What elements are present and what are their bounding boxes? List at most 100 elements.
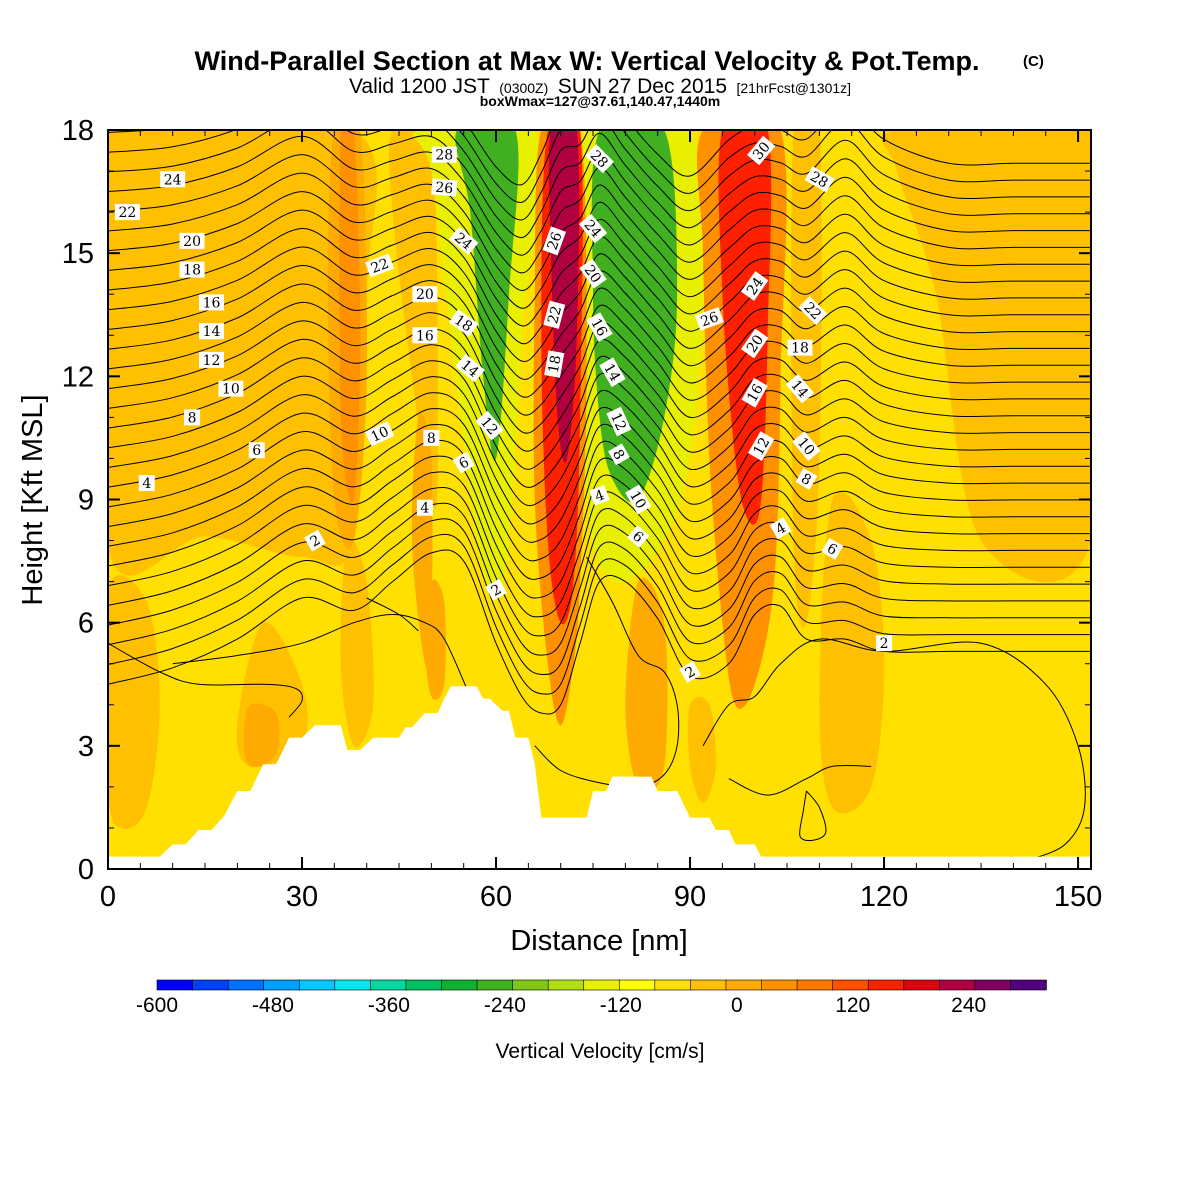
theta-contour [108,423,1091,562]
contour-label: 8 [795,468,818,490]
contour-label: 16 [586,312,613,342]
contour-label-bg [365,253,395,278]
colorbar-tick-label: -240 [484,994,526,1017]
theta-contour [108,549,1091,715]
contour-label-text: 10 [626,488,649,511]
contour-label-bg [747,431,775,461]
contour-label-bg [792,431,821,461]
contour-label: 8 [184,409,201,426]
velocity-region [625,577,668,793]
contour-label: 4 [138,475,155,492]
theta-contour [108,487,1091,637]
colorbar-swatch [441,979,478,991]
contour-label-text: 4 [142,476,151,492]
contour-label-bg [485,578,507,601]
contour-label: 2 [304,529,326,552]
theta-contour [108,130,1091,239]
colorbar-swatch [512,979,549,991]
contour-label: 26 [431,178,458,197]
contour-line [702,638,1086,862]
y-tick-label: 3 [78,731,94,763]
contour-label: 22 [365,253,395,278]
contour-label-bg [160,171,186,188]
contour-label: 18 [179,261,205,279]
contour-label-bg [179,261,205,278]
contour-label-text: 20 [416,287,434,303]
theta-contour [108,518,1091,676]
contour-label: 28 [431,146,457,164]
contour-label: 24 [160,171,186,188]
colorbar-swatch [903,979,941,991]
contour-label-bg [475,410,504,441]
contour-label-text: 22 [545,304,565,325]
x-tick-label: 90 [674,881,706,913]
colorbar-swatch [654,979,692,991]
theta-contour [108,344,1091,470]
colorbar-swatch [690,979,727,991]
contour-label-text: 26 [699,309,721,330]
contour-label: 12 [747,431,775,461]
contour-label-bg [198,294,224,311]
colorbar-tick-label: 0 [731,994,743,1017]
theta-contour [108,280,1091,398]
contour-label-bg [740,328,769,359]
contour-label-bg [795,468,818,490]
velocity-region [881,130,1091,583]
colorbar-swatch [761,979,798,991]
colorbar-swatch [334,979,372,991]
contour-label-text: 6 [252,443,261,459]
terrain-mask [108,686,1091,869]
contour-line [728,764,872,796]
x-tick-label: 0 [100,881,116,913]
contour-label: 20 [412,286,438,303]
contour-label-text: 20 [183,234,201,250]
theta-contour [108,376,1091,507]
contour-label-bg [544,350,565,378]
contour-label-text: 22 [369,256,391,277]
contour-label-text: 16 [587,316,610,340]
contour-label: 6 [248,442,265,459]
colorbar [156,979,1047,991]
contour-label-bg [607,443,630,466]
chart-title: Wind-Parallel Section at Max W: Vertical… [195,46,980,76]
velocity-region [819,490,885,814]
velocity-region [591,130,678,503]
contour-label-bg [416,499,433,516]
contour-label-text: 12 [751,435,774,458]
contour-label-text: 26 [545,230,566,252]
contour-label-bg [589,485,610,506]
contour-label: 6 [821,537,844,560]
contour-label-text: 18 [546,354,565,374]
contour-label-bg [218,380,244,397]
contour-label-bg [412,327,438,344]
theta-contour [108,328,1091,452]
theta-contour [108,154,1091,274]
contour-label: 8 [423,429,440,447]
colorbar-swatch [227,979,265,991]
contour-label-bg [747,135,776,166]
colorbar-swatch [298,979,336,991]
contour-label: 4 [589,485,610,506]
velocity-region [791,130,822,628]
theta-contour [108,392,1091,525]
chart-title-suffix: (C) [1023,53,1044,70]
contour-label-bg [431,146,457,163]
colorbar-swatch [974,979,1012,991]
contour-label-text: 18 [791,341,809,357]
contour-label: 18 [544,350,565,378]
contour-label: 18 [787,339,813,357]
colorbar-swatch [192,979,229,991]
theta-contour [108,135,1091,256]
contour-label-bg [798,296,828,326]
contour-label-text: 4 [420,501,429,517]
contour-label-bg [679,661,701,683]
y-tick-label: 12 [62,361,94,393]
colorbar-swatch [583,979,621,991]
y-tick-label: 0 [78,854,94,886]
contour-line [172,613,471,697]
velocity-region [687,697,717,804]
valid-date: SUN 27 Dec 2015 [558,75,727,98]
contour-label-bg [578,213,608,244]
contour-label: 28 [804,166,835,193]
contour-label-bg [198,351,224,368]
